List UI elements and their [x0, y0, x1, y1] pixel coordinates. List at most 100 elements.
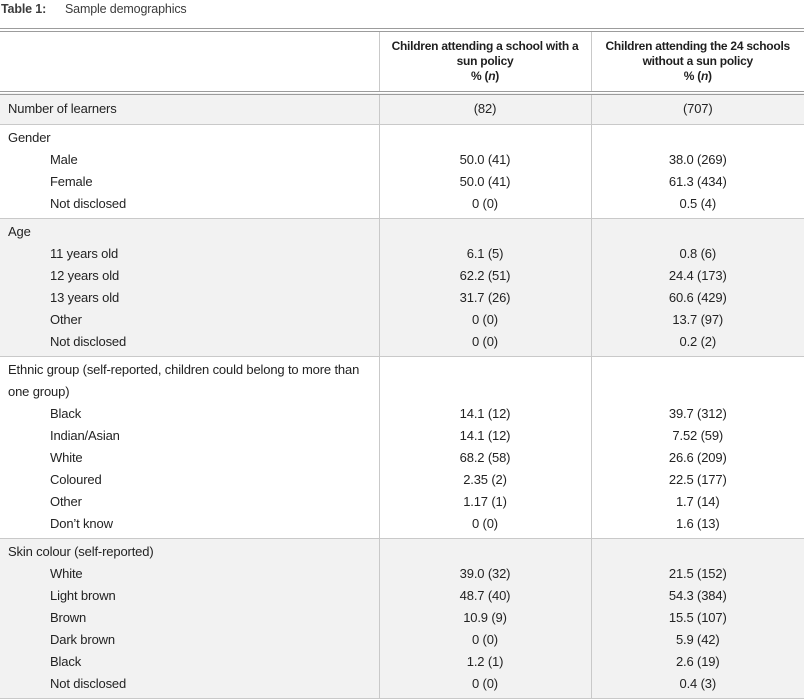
- header-col-without-policy-line1: Children attending the 24 schools: [605, 39, 791, 53]
- table-row: 13 years old 31.7 (26) 60.6 (429): [0, 287, 804, 309]
- row-value: 15.5 (107): [590, 607, 804, 629]
- row-value: 48.7 (40): [378, 585, 591, 607]
- row-value: 0 (0): [378, 331, 591, 357]
- row-value: 39.0 (32): [378, 563, 591, 585]
- section-value: [590, 356, 804, 403]
- header-col-without-policy: Children attending the 24 schools withou…: [590, 30, 804, 95]
- row-label: White: [0, 563, 379, 585]
- table-row: Black 14.1 (12) 39.7 (312): [0, 403, 804, 425]
- row-value: 50.0 (41): [378, 149, 591, 171]
- table-row: White 68.2 (58) 26.6 (209): [0, 447, 804, 469]
- row-value: 26.6 (209): [590, 447, 804, 469]
- row-value: 0.2 (2): [590, 331, 804, 357]
- row-value: 0.8 (6): [590, 243, 804, 265]
- row-value: 50.0 (41): [378, 171, 591, 193]
- section-value: [590, 218, 804, 243]
- table-row: Other 0 (0) 13.7 (97): [0, 309, 804, 331]
- row-value: 39.7 (312): [590, 403, 804, 425]
- unit-suffix: ): [708, 69, 712, 83]
- row-label: 12 years old: [0, 265, 379, 287]
- row-value: 1.7 (14): [590, 491, 804, 513]
- row-value: 6.1 (5): [378, 243, 591, 265]
- section-value: [590, 124, 804, 149]
- row-value: 13.7 (97): [590, 309, 804, 331]
- row-value: 10.9 (9): [378, 607, 591, 629]
- table-row: Don’t know 0 (0) 1.6 (13): [0, 513, 804, 539]
- table-section: Skin colour (self-reported) White 39.0 (32…: [0, 538, 804, 699]
- section-header-row: Skin colour (self-reported): [0, 538, 804, 563]
- section-header-row: Number of learners (82) (707): [0, 93, 804, 125]
- table-row: Not disclosed 0 (0) 0.5 (4): [0, 193, 804, 219]
- table-caption-text: Sample demographics: [65, 2, 187, 16]
- row-label: White: [50, 450, 83, 465]
- table-row: Other 1.17 (1) 1.7 (14): [0, 491, 804, 513]
- row-label: Not disclosed: [0, 673, 379, 699]
- row-value: 54.3 (384): [590, 585, 804, 607]
- section-value: [378, 356, 591, 403]
- section-label: Ethnic group (self-reported, children co…: [8, 362, 360, 399]
- table-row: Black 1.2 (1) 2.6 (19): [0, 651, 804, 673]
- row-label: 13 years old: [0, 287, 379, 309]
- section-value: [378, 218, 591, 243]
- row-value: 5.9 (42): [590, 629, 804, 651]
- section-label: Skin colour (self-reported): [0, 538, 379, 563]
- row-value: 14.1 (12): [378, 403, 591, 425]
- header-col-with-policy-line2: sun policy: [456, 54, 514, 68]
- unit-n: n: [488, 69, 496, 83]
- unit-suffix: ): [495, 69, 500, 83]
- header-unit-label: % (n): [598, 69, 799, 84]
- table-header: Children attending a school with a sun p…: [0, 30, 804, 95]
- section-value: (707): [590, 93, 804, 125]
- section-value: [378, 538, 591, 563]
- row-value: 1.6 (13): [590, 513, 804, 539]
- unit-prefix: % (: [470, 69, 489, 83]
- row-value: 22.5 (177): [590, 469, 804, 491]
- row-value: 62.2 (51): [378, 265, 591, 287]
- section-label: Gender: [8, 130, 51, 145]
- row-label: Not disclosed: [50, 196, 127, 211]
- table-row: Not disclosed 0 (0) 0.4 (3): [0, 673, 804, 699]
- section-label: Age: [0, 218, 379, 243]
- row-value: 38.0 (269): [590, 149, 804, 171]
- row-value: 24.4 (173): [590, 265, 804, 287]
- table-row: 11 years old 6.1 (5) 0.8 (6): [0, 243, 804, 265]
- section-value: (82): [378, 93, 591, 125]
- row-value: 60.6 (429): [590, 287, 804, 309]
- row-value: 1.2 (1): [378, 651, 591, 673]
- row-label: Light brown: [0, 585, 379, 607]
- row-label: Black: [0, 651, 379, 673]
- row-label: Female: [50, 174, 93, 189]
- section-value: [590, 538, 804, 563]
- header-col-without-policy-line2: without a sun policy: [642, 54, 754, 68]
- row-value: 61.3 (434): [590, 171, 804, 193]
- table-row: White 39.0 (32) 21.5 (152): [0, 563, 804, 585]
- row-value: 21.5 (152): [590, 563, 804, 585]
- table-row: Dark brown 0 (0) 5.9 (42): [0, 629, 804, 651]
- header-col-with-policy-line1: Children attending a school with a: [391, 39, 579, 53]
- row-value: 68.2 (58): [378, 447, 591, 469]
- row-label: Black: [50, 406, 82, 421]
- table-row: Light brown 48.7 (40) 54.3 (384): [0, 585, 804, 607]
- table-row: Coloured 2.35 (2) 22.5 (177): [0, 469, 804, 491]
- row-value: 0 (0): [378, 629, 591, 651]
- section-header-row: Age: [0, 218, 804, 243]
- row-label: Other: [50, 494, 82, 509]
- row-value: 31.7 (26): [378, 287, 591, 309]
- table-section: Number of learners (82) (707): [0, 93, 804, 125]
- row-value: 0 (0): [378, 513, 591, 539]
- table-caption-label: Table 1:: [1, 2, 47, 16]
- row-value: 7.52 (59): [590, 425, 804, 447]
- row-label: Brown: [0, 607, 379, 629]
- table-row: Brown 10.9 (9) 15.5 (107): [0, 607, 804, 629]
- row-label: Not disclosed: [0, 331, 379, 357]
- row-label: Don’t know: [50, 516, 113, 531]
- section-value: [378, 124, 591, 149]
- table-row: Female 50.0 (41) 61.3 (434): [0, 171, 804, 193]
- row-value: 2.6 (19): [590, 651, 804, 673]
- row-value: 0.5 (4): [590, 193, 804, 219]
- row-value: 0 (0): [378, 673, 591, 699]
- row-value: 0 (0): [378, 309, 591, 331]
- table-row: Male 50.0 (41) 38.0 (269): [0, 149, 804, 171]
- row-label: Male: [50, 152, 78, 167]
- section-header-row: Gender: [0, 124, 804, 149]
